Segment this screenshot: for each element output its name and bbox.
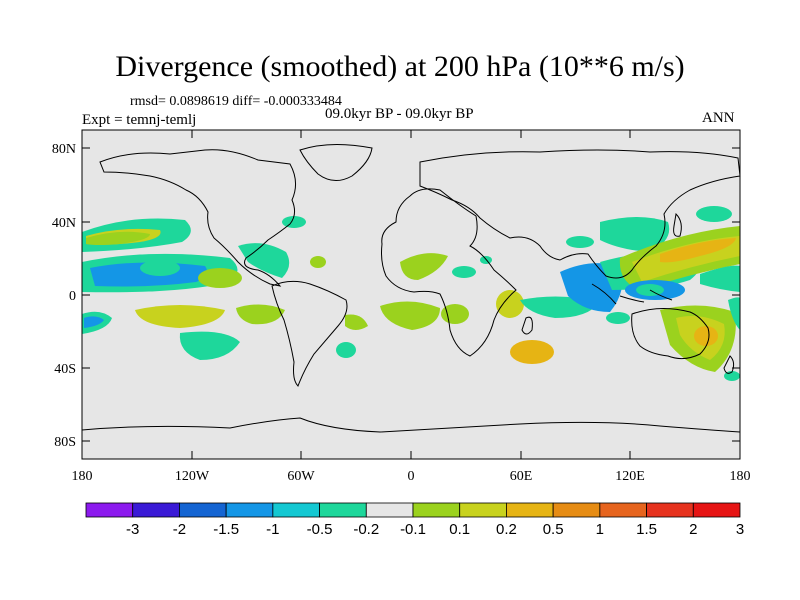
colorbar-label: -0.5 <box>307 521 333 538</box>
lat-labels: 80N 40N 0 40S 80S <box>52 142 76 450</box>
field-patch <box>140 260 180 276</box>
colorbar-label: -3 <box>126 521 139 538</box>
colorbar: -3 -2 -1.5 -1 -0.5 -0.2 -0.1 0.1 0.2 0.5 1 1.5 2 3 <box>85 502 744 538</box>
lat-tick-label: 80N <box>52 142 76 157</box>
field-patch <box>660 238 736 263</box>
field-patch <box>400 253 448 280</box>
lat-tick-label: 40S <box>54 362 76 377</box>
colorbar-swatch <box>365 502 414 518</box>
field-patch <box>310 256 326 268</box>
colorbar-label: 0.2 <box>496 521 517 538</box>
coastline-north-america <box>99 149 296 287</box>
lon-tick-label: 180 <box>72 469 93 484</box>
coastline-new-zealand <box>723 355 735 374</box>
coastline-madagascar <box>521 316 533 335</box>
colorbar-label: 2 <box>689 521 697 538</box>
stats-text: rmsd= 0.0898619 diff= -0.000333484 <box>130 94 342 109</box>
colorbar-label: 0.1 <box>449 521 470 538</box>
lat-tick-label: 40N <box>52 216 76 231</box>
colorbar-swatch <box>272 502 320 518</box>
field-patch <box>510 340 554 364</box>
colorbar-swatch <box>319 502 367 518</box>
field-patch <box>238 243 290 278</box>
colorbar-label: -2 <box>173 521 186 538</box>
field-patch <box>86 231 150 245</box>
field-patch <box>198 268 242 288</box>
colorbar-swatch <box>646 502 694 518</box>
field-patch <box>84 316 104 328</box>
colorbar-label: 1.5 <box>636 521 657 538</box>
field-patch <box>345 314 368 330</box>
lon-tick-label: 0 <box>408 469 415 484</box>
field-patch <box>606 312 630 324</box>
field-patch <box>452 266 476 278</box>
lon-tick-label: 120W <box>175 469 210 484</box>
colorbar-swatch <box>552 502 601 518</box>
colorbar-label: 1 <box>596 521 604 538</box>
divergence-field <box>82 206 740 381</box>
coastline-indonesia <box>591 283 673 305</box>
coastline-antarctica <box>81 417 741 433</box>
lon-tick-label: 180 <box>730 469 751 484</box>
field-patch <box>336 342 356 358</box>
field-patch <box>135 305 225 328</box>
colorbar-label: 0.5 <box>543 521 564 538</box>
lon-tick-label: 120E <box>615 469 645 484</box>
colorbar-label: -0.2 <box>353 521 379 538</box>
season-label: ANN <box>702 110 735 126</box>
colorbar-swatch <box>459 502 507 518</box>
field-patch <box>566 236 594 248</box>
coastline-japan <box>673 212 682 237</box>
plot-title: Divergence (smoothed) at 200 hPa (10**6 … <box>115 50 685 83</box>
colorbar-label: -1 <box>266 521 279 538</box>
field-patch <box>179 331 240 360</box>
lat-tick-label: 0 <box>69 289 76 304</box>
coastline-greenland <box>299 143 373 181</box>
lon-labels: 180 120W 60W 0 60E 120E 180 <box>72 469 751 484</box>
field-patch <box>496 290 524 318</box>
field-patch <box>696 206 732 222</box>
lat-axis <box>82 147 740 442</box>
colorbar-label: -0.1 <box>400 521 426 538</box>
field-patch <box>600 217 670 252</box>
field-patch <box>694 326 718 346</box>
coastline-asia <box>419 149 741 279</box>
colorbar-label: -1.5 <box>213 521 239 538</box>
colorbar-swatch <box>506 502 554 518</box>
colorbar-swatch <box>85 502 134 518</box>
coastline-europe-africa <box>381 188 517 357</box>
experiment-label: Expt = temnj-temlj <box>82 112 197 128</box>
lon-tick-label: 60W <box>287 469 315 484</box>
colorbar-swatch <box>412 502 461 518</box>
lon-tick-label: 60E <box>510 469 533 484</box>
colorbar-swatch <box>225 502 274 518</box>
coastline-australia <box>631 308 710 360</box>
field-patch <box>700 265 740 292</box>
colorbar-swatch <box>692 502 741 518</box>
coastlines <box>81 143 741 433</box>
colorbar-swatch <box>132 502 180 518</box>
lat-tick-label: 80S <box>54 435 76 450</box>
colorbar-label: 3 <box>736 521 744 538</box>
field-patch <box>380 301 440 330</box>
period-text: 09.0kyr BP - 09.0kyr BP <box>325 106 474 122</box>
lon-axis <box>191 130 631 459</box>
colorbar-swatch <box>179 502 227 518</box>
field-patch <box>236 304 285 325</box>
coastline-south-america <box>271 280 348 387</box>
colorbar-swatch <box>599 502 647 518</box>
field-patch <box>728 297 740 330</box>
